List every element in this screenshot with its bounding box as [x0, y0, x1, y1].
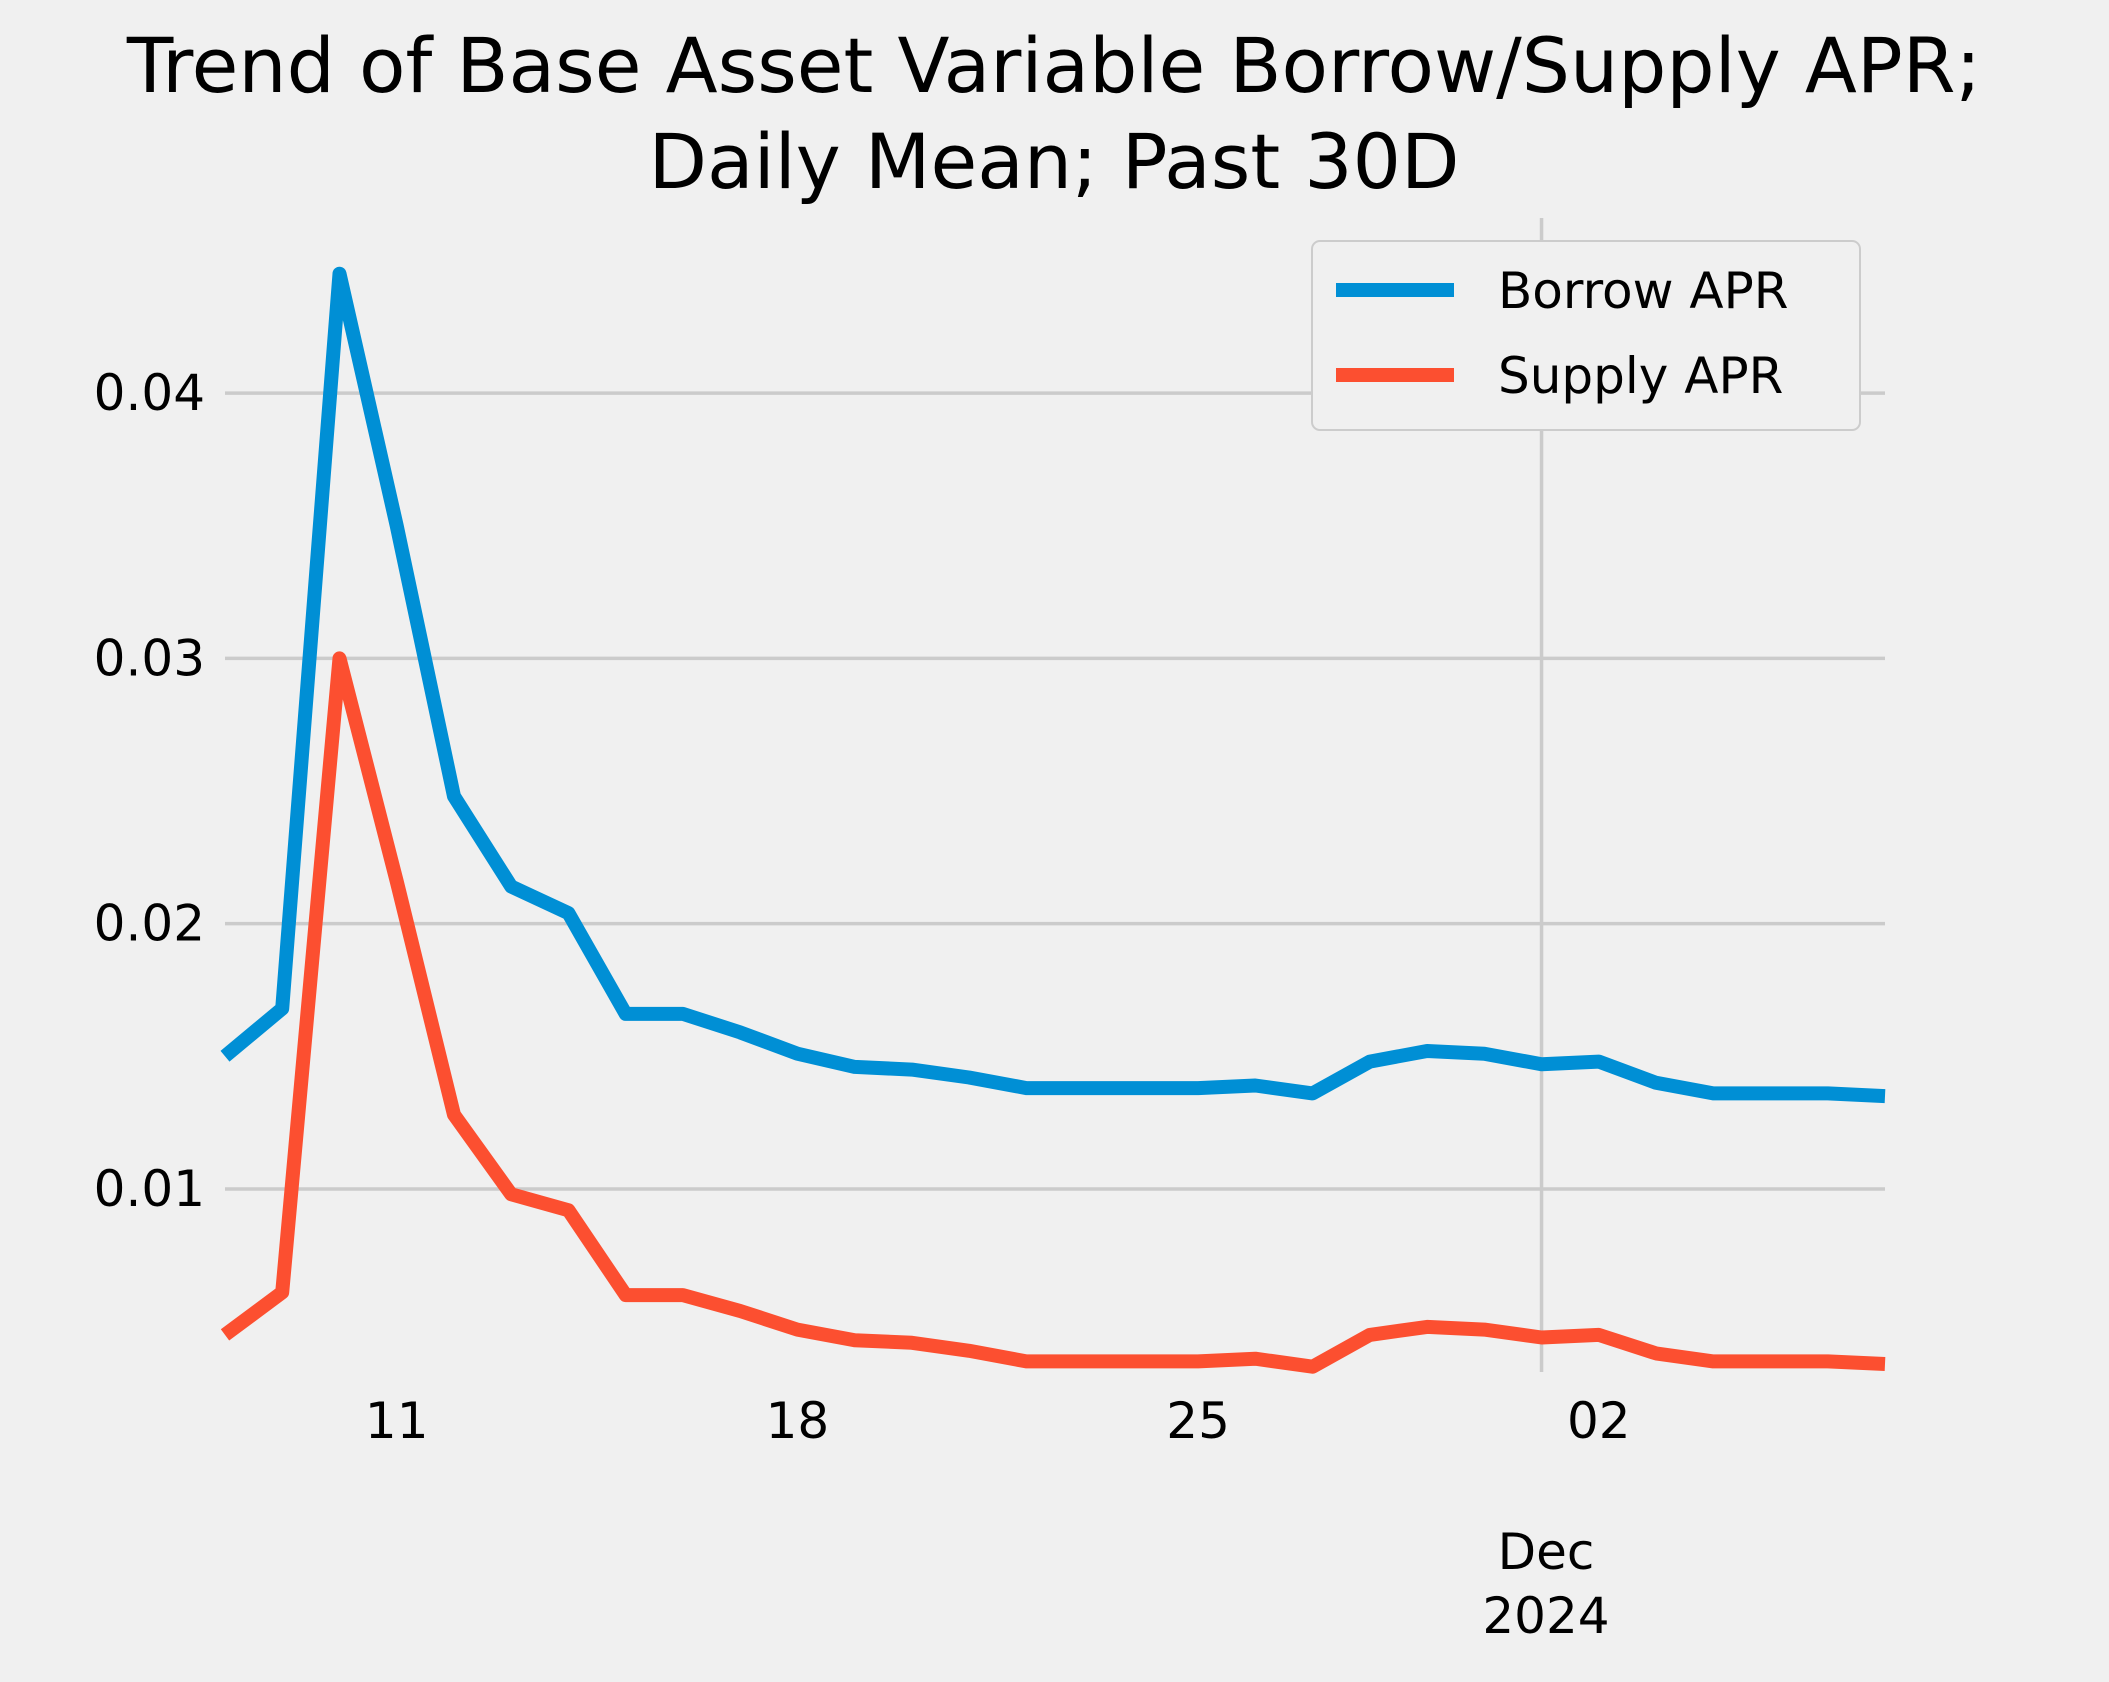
- y-axis-ticks: 0.01 0.02 0.03 0.04: [94, 364, 205, 1218]
- y-tick-label-3: 0.04: [94, 364, 205, 422]
- x-tick-label-2: 25: [1166, 1392, 1230, 1450]
- x-axis-year-label: 2024: [1482, 1587, 1609, 1645]
- series-line-borrow-apr: [220, 266, 1886, 1104]
- series-line-supply-apr: [220, 651, 1886, 1374]
- x-axis-month-label: Dec: [1498, 1523, 1595, 1581]
- legend-label-borrow-apr: Borrow APR: [1498, 262, 1789, 320]
- x-tick-label-3: 02: [1567, 1392, 1631, 1450]
- chart-title-line-1: Trend of Base Asset Variable Borrow/Supp…: [126, 21, 1981, 110]
- legend: Borrow APR Supply APR: [1311, 240, 1861, 431]
- y-tick-label-0: 0.01: [94, 1160, 205, 1218]
- y-tick-label-2: 0.03: [94, 629, 205, 687]
- x-tick-label-1: 18: [766, 1392, 830, 1450]
- x-tick-label-0: 11: [365, 1392, 429, 1450]
- series-lines: [220, 266, 1886, 1374]
- chart-title-line-2: Daily Mean; Past 30D: [648, 117, 1459, 206]
- x-axis-ticks: Dec 2024 11 18 25 02: [365, 1392, 1631, 1645]
- y-tick-label-1: 0.02: [94, 895, 205, 953]
- chart-title: Trend of Base Asset Variable Borrow/Supp…: [126, 21, 1981, 206]
- legend-label-supply-apr: Supply APR: [1498, 347, 1783, 405]
